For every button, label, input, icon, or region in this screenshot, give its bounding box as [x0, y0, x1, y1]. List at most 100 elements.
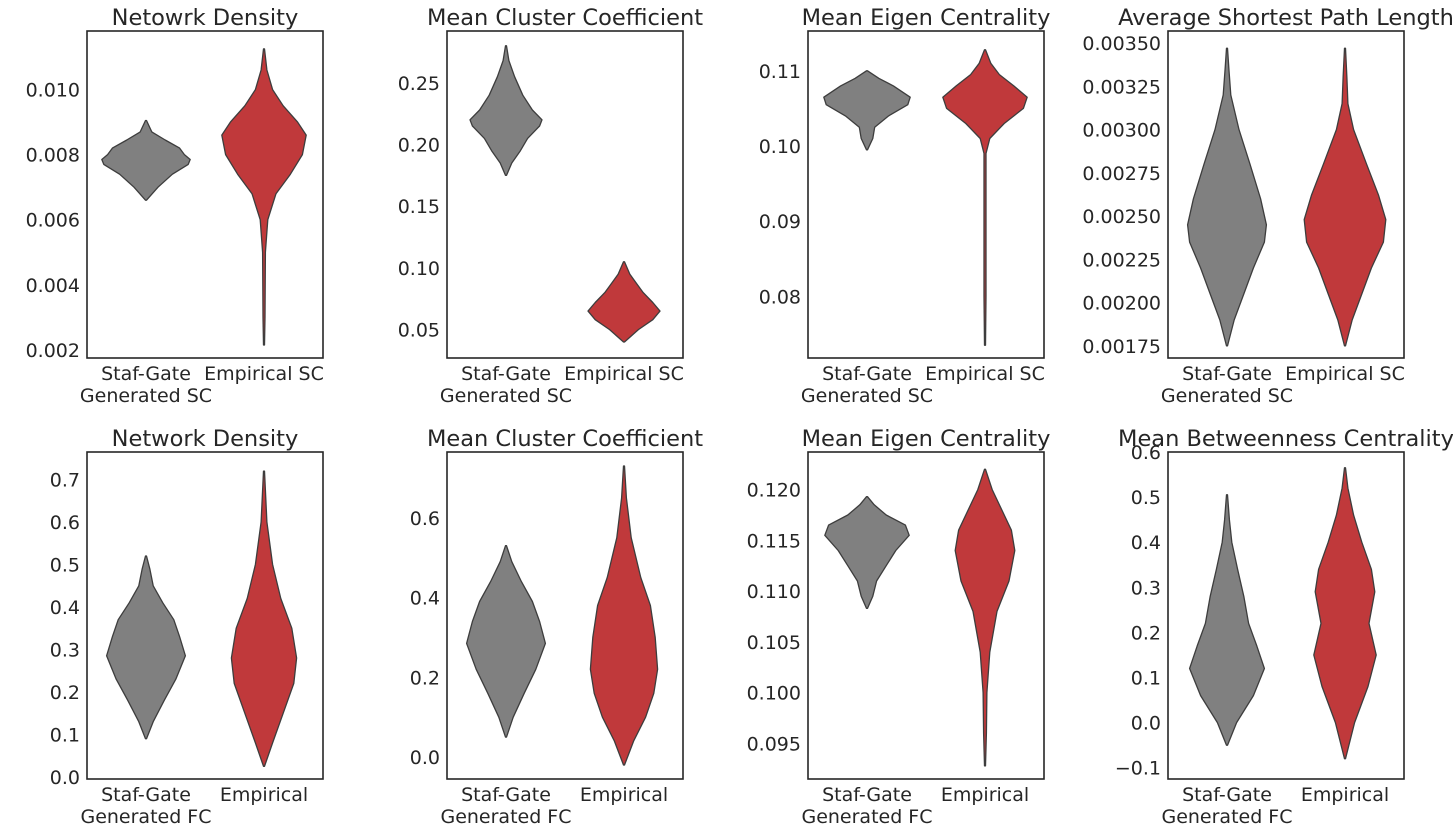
violin-generated [1186, 47, 1268, 347]
y-tick-label: 0.00325 [1082, 76, 1161, 98]
y-tick-label: 0.4 [410, 588, 440, 610]
y-tick-label: 0.2 [410, 667, 440, 689]
violin-empirical [1303, 47, 1387, 347]
x-tick-label: Empirical [580, 784, 668, 806]
violin-empirical [221, 48, 307, 346]
y-tick-label: 0.7 [50, 470, 80, 492]
y-tick-label: 0.002 [26, 340, 80, 362]
x-tick-label: Empirical SC [925, 363, 1045, 385]
y-tick-label: 0.0 [1131, 713, 1161, 735]
x-tick-label: Generated SC [440, 385, 572, 407]
axes-frame [446, 451, 684, 780]
y-tick-label: 0.00175 [1082, 336, 1161, 358]
y-tick-label: −0.1 [1115, 758, 1161, 780]
x-tick-label: Empirical [1301, 784, 1389, 806]
y-tick-label: 0.10 [759, 136, 801, 158]
y-tick-label: 0.1 [50, 724, 80, 746]
y-tick-label: 0.120 [747, 480, 801, 502]
subplot-5: 0.0 0.1 0.2 0.3 0.4 0.5 0.6 0.7 Staf-GateGenerat… [50, 426, 324, 828]
subplot-8: −0.1 0.0 0.1 0.2 0.3 0.4 0.5 0.6 Staf-GateGenera… [1115, 426, 1453, 828]
violin-empirical [230, 470, 298, 767]
subplot-4: 0.00175 0.00200 0.00225 0.00250 0.00275 0.003… [1082, 5, 1453, 407]
subplot-title: Mean Betweenness Centrality [1118, 426, 1453, 452]
subplot-title: Average Shortest Path Length [1118, 5, 1453, 31]
subplot-1: 0.002 0.004 0.006 0.008 0.010 Staf-GateGenera… [26, 5, 324, 407]
y-tick-label: 0.5 [50, 555, 80, 577]
axes-frame [86, 30, 324, 359]
violin-generated [469, 45, 543, 177]
x-tick-label: Staf-Gate [822, 363, 912, 385]
violin-generated [105, 555, 187, 740]
y-tick-label: 0.11 [759, 61, 801, 83]
axes-frame [1167, 451, 1405, 780]
x-tick-label: Generated FC [801, 806, 932, 828]
y-tick-label: 0.6 [50, 512, 80, 534]
violin-empirical [589, 465, 659, 766]
x-tick-label: Staf-Gate [461, 363, 551, 385]
subplot-title: Netowrk Density [112, 5, 299, 31]
y-tick-label: 0.00225 [1082, 249, 1161, 271]
subplot-title: Network Density [112, 426, 299, 452]
y-tick-label: 0.10 [398, 258, 440, 280]
subplot-title: Mean Eigen Centrality [802, 5, 1051, 31]
y-tick-label: 0.0 [50, 767, 80, 789]
x-tick-label: Generated SC [1161, 385, 1293, 407]
axes-frame [807, 451, 1045, 780]
violin-empirical [954, 468, 1016, 767]
violin-generated [824, 496, 910, 610]
x-tick-label: Empirical SC [564, 363, 684, 385]
y-tick-label: 0.0 [410, 747, 440, 769]
subplot-7: 0.095 0.100 0.105 0.110 0.115 0.120 Staf-GateG… [747, 426, 1051, 828]
y-tick-label: 0.2 [50, 682, 80, 704]
y-tick-label: 0.105 [747, 632, 801, 654]
violin-empirical [587, 261, 661, 343]
x-tick-label: Generated FC [440, 806, 571, 828]
x-tick-label: Empirical [220, 784, 308, 806]
x-tick-label: Empirical [941, 784, 1029, 806]
axes-frame [807, 30, 1045, 359]
y-tick-label: 0.3 [50, 639, 80, 661]
y-tick-label: 0.00250 [1082, 206, 1161, 228]
y-tick-label: 0.05 [398, 320, 440, 342]
y-tick-label: 0.20 [398, 135, 440, 157]
violin-generated [1188, 494, 1266, 746]
violin-generated [465, 545, 547, 738]
x-tick-label: Staf-Gate [1182, 363, 1272, 385]
axes-frame [1167, 30, 1405, 359]
violin-generated [101, 119, 191, 201]
y-tick-label: 0.008 [26, 145, 80, 167]
axes-frame [86, 451, 324, 780]
y-tick-label: 0.25 [398, 73, 440, 95]
x-tick-label: Staf-Gate [101, 784, 191, 806]
y-tick-label: 0.15 [398, 196, 440, 218]
y-tick-label: 0.6 [410, 508, 440, 530]
x-tick-label: Generated SC [80, 385, 212, 407]
y-tick-label: 0.110 [747, 581, 801, 603]
y-tick-label: 0.6 [1131, 442, 1161, 464]
y-tick-label: 0.4 [50, 597, 80, 619]
y-tick-label: 0.00300 [1082, 120, 1161, 142]
y-tick-label: 0.4 [1131, 532, 1161, 554]
y-tick-label: 0.115 [747, 530, 801, 552]
x-tick-label: Staf-Gate [1182, 784, 1272, 806]
y-tick-label: 0.100 [747, 683, 801, 705]
y-tick-label: 0.3 [1131, 577, 1161, 599]
y-tick-label: 0.09 [759, 211, 801, 233]
y-tick-label: 0.2 [1131, 622, 1161, 644]
x-tick-label: Empirical SC [1285, 363, 1405, 385]
y-tick-label: 0.1 [1131, 668, 1161, 690]
y-tick-label: 0.006 [26, 210, 80, 232]
axes-frame [446, 30, 684, 359]
violin-generated [823, 70, 911, 151]
y-tick-label: 0.00350 [1082, 33, 1161, 55]
y-tick-label: 0.010 [26, 80, 80, 102]
x-tick-label: Empirical SC [204, 363, 324, 385]
y-tick-label: 0.095 [747, 733, 801, 755]
x-tick-label: Staf-Gate [461, 784, 551, 806]
subplot-title: Mean Cluster Coefficient [427, 426, 703, 452]
x-tick-label: Generated SC [801, 385, 933, 407]
x-tick-label: Staf-Gate [101, 363, 191, 385]
x-tick-label: Generated FC [1161, 806, 1292, 828]
y-tick-label: 0.00275 [1082, 163, 1161, 185]
